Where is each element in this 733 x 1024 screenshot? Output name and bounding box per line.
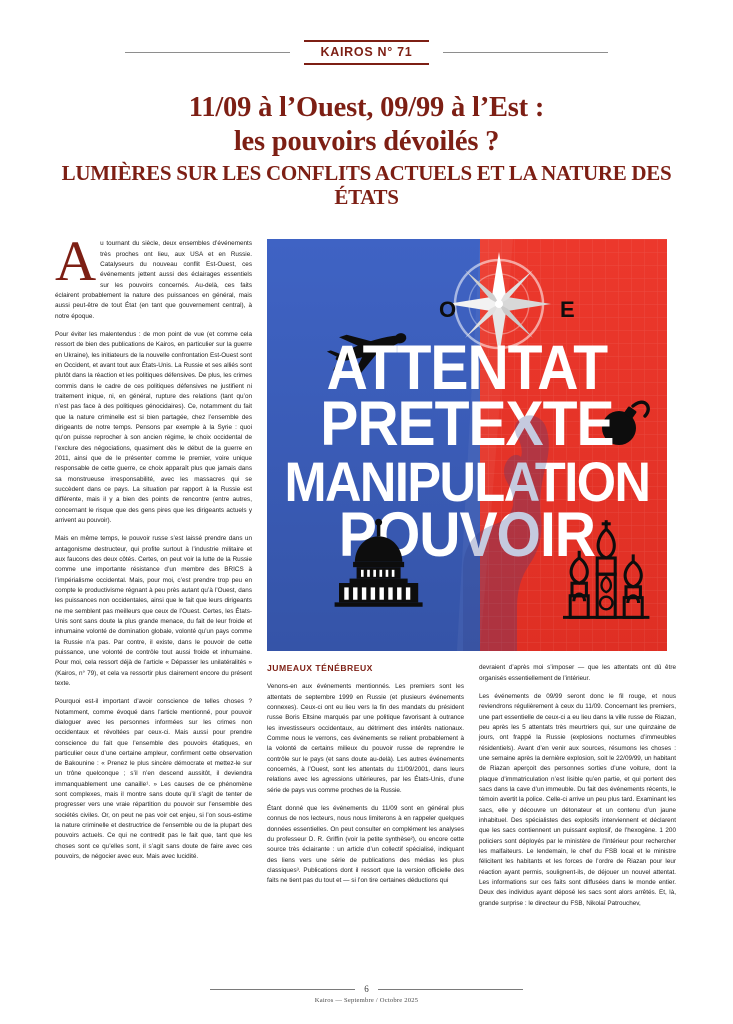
compass-label-east: E (560, 297, 575, 322)
saint-basil-cathedral-icon (563, 520, 650, 620)
headline-subtitle: LUMIÈRES SUR LES CONFLITS ACTUELS ET LA … (61, 161, 672, 209)
paragraph: Étant donné que les événements du 11/09 … (267, 805, 464, 885)
airplane-icon (326, 333, 407, 378)
article-illustration: O E ATTENTAT PRETEXTE MANIPULATION (267, 239, 667, 652)
section-heading: JUMEAUX TÉNÉBREUX (267, 663, 373, 674)
poster-word-manipulation: MANIPULATION (284, 452, 649, 514)
headline-block: 11/09 à l’Ouest, 09/99 à l’Est : les pou… (55, 91, 678, 209)
profile-silhouette-icon (463, 415, 549, 652)
page-number: 6 (364, 984, 369, 994)
masthead-rule-right (443, 52, 609, 53)
headline-line-1: 11/09 à l’Ouest, 09/99 à l’Est : (188, 92, 545, 123)
article-right-stack: O E ATTENTAT PRETEXTE MANIPULATION (267, 239, 676, 909)
masthead-box: KAIROS N° 71 (303, 40, 430, 65)
bomb-icon (602, 400, 650, 446)
article-column-3: devraient d’après moi s’imposer — que le… (479, 663, 676, 909)
lower-columns: JUMEAUX TÉNÉBREUX Venons-en aux événemen… (267, 663, 676, 909)
drop-cap: A (55, 230, 97, 294)
poster-word-pretexte: PRETEXTE (320, 389, 613, 459)
footer-caption: Kairos — Septembre / Octobre 2025 (314, 997, 419, 1004)
masthead-rule-left (124, 52, 290, 53)
paragraph: Venons-en aux événements mentionnés. Les… (267, 683, 464, 794)
paragraph: Pourquoi est-il important d’avoir consci… (55, 698, 252, 861)
poster-word-attentat: ATTENTAT (327, 333, 608, 403)
masthead-title: KAIROS N° 71 (320, 45, 413, 59)
headline-line-2: les pouvoirs dévoilés ? (233, 126, 500, 158)
footer-rule-left (210, 988, 356, 990)
footer-rule-right (377, 988, 523, 990)
paragraph: Les événements de 09/99 seront donc le f… (479, 693, 676, 907)
article-column-2: JUMEAUX TÉNÉBREUX Venons-en aux événemen… (267, 663, 464, 909)
page-footer: 6 Kairos — Septembre / Octobre 2025 (55, 984, 678, 1004)
paragraph: devraient d’après moi s’imposer — que le… (479, 664, 676, 682)
masthead: KAIROS N° 71 (55, 40, 678, 65)
footer-rule-row: 6 (55, 984, 678, 994)
illustration-svg: O E ATTENTAT PRETEXTE MANIPULATION (267, 239, 667, 652)
poster-words: ATTENTAT PRETEXTE MANIPULATION POUVOIR (284, 333, 650, 570)
paragraph-text: u tournant du siècle, deux ensembles d’é… (55, 240, 252, 320)
paragraph: Mais en même temps, le pouvoir russe s’e… (55, 535, 252, 687)
capitol-dome-icon (334, 519, 423, 608)
compass-label-west: O (439, 297, 456, 322)
compass-rose-icon (447, 252, 551, 357)
paragraph: Pour éviter les malentendus : de mon poi… (55, 331, 252, 524)
